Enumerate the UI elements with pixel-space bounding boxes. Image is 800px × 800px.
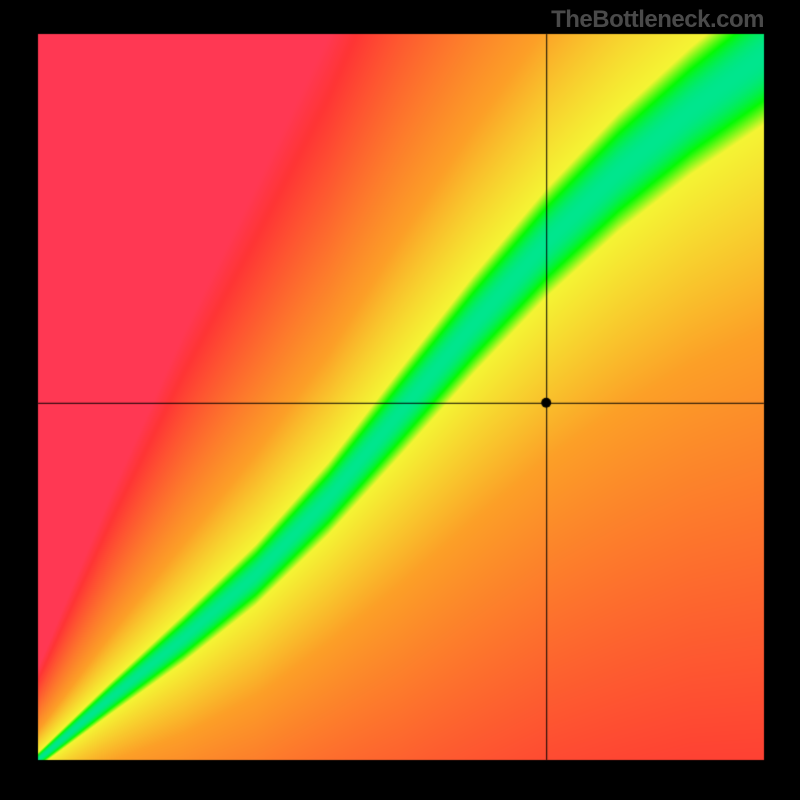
watermark-text: TheBottleneck.com: [551, 6, 764, 34]
chart-container: TheBottleneck.com: [0, 0, 800, 800]
crosshair-overlay: [0, 0, 800, 800]
